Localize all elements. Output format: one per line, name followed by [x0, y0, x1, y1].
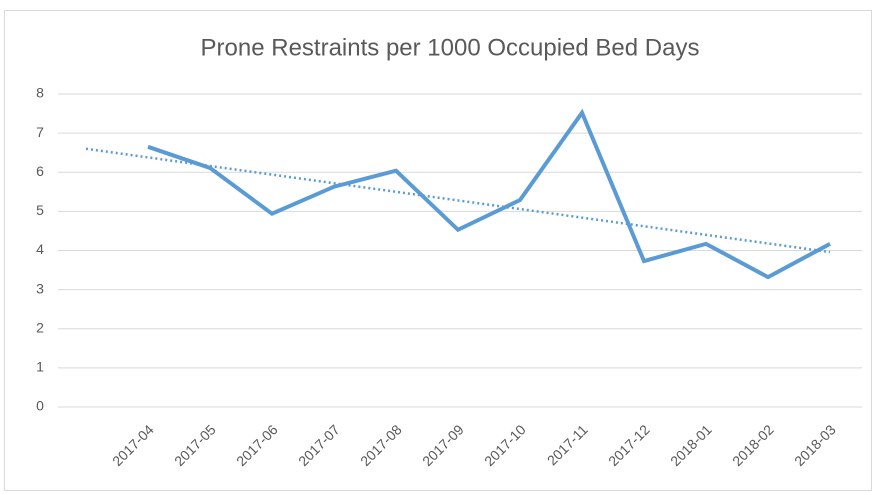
y-tick-label: 0	[36, 398, 44, 414]
y-tick-label: 3	[36, 280, 44, 296]
y-tick-label: 7	[36, 124, 44, 140]
y-tick-label: 6	[36, 163, 44, 179]
y-tick-label: 5	[36, 202, 44, 218]
line-series	[147, 108, 831, 280]
y-tick-label: 4	[36, 241, 44, 257]
y-tick-label: 2	[36, 319, 44, 335]
chart-title: Prone Restraints per 1000 Occupied Bed D…	[201, 34, 700, 61]
y-tick-label: 8	[36, 85, 44, 101]
y-tick-label: 1	[36, 359, 44, 375]
